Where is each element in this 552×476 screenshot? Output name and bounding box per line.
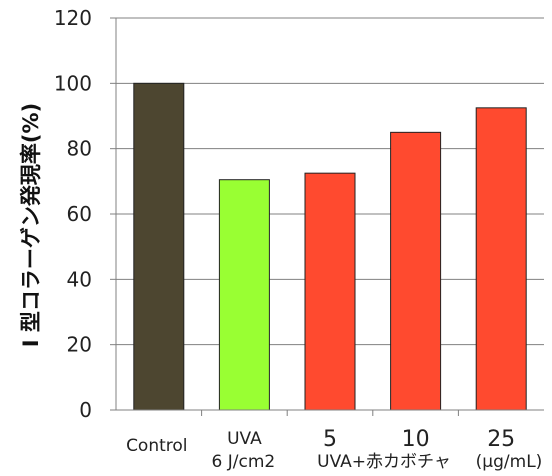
x-tick-label: 25 [487,427,515,452]
y-tick-label: 0 [79,398,92,422]
bar [390,131,442,411]
unit-label: (μg/mL) [476,452,543,472]
bars [133,82,527,411]
bar [218,179,270,411]
x-tick-label: 10 [402,427,430,452]
y-tick-label: 100 [54,71,92,95]
bar [304,172,356,411]
y-tick-label: 80 [67,137,92,161]
y-axis-label: I 型コラーゲン発現率(%) [19,103,43,347]
y-tick-label: 20 [67,333,92,357]
category-labels: Control UVA 6 J/cm2 5 10 25 [126,427,515,472]
y-tick-label: 60 [67,202,92,226]
y-tick-label: 120 [54,6,92,30]
bar [475,107,527,411]
x-tick-label-line2: 6 J/cm2 [212,452,276,472]
axes [110,17,544,416]
x-tick-label: 5 [323,427,337,452]
x-tick-label: Control [126,436,187,456]
bar [133,82,185,411]
x-tick-label: UVA [227,429,262,449]
y-tick-labels: 0 20 40 60 80 100 120 [54,6,92,422]
y-tick-label: 40 [67,267,92,291]
group-label: UVA+赤カボチャ [317,452,451,472]
